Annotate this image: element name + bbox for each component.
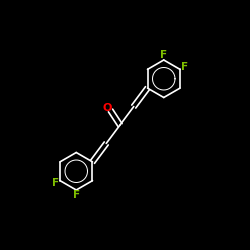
Text: F: F [160, 50, 167, 59]
Text: F: F [181, 62, 188, 72]
Text: O: O [103, 103, 112, 113]
Text: F: F [73, 190, 80, 200]
Text: F: F [52, 178, 59, 188]
